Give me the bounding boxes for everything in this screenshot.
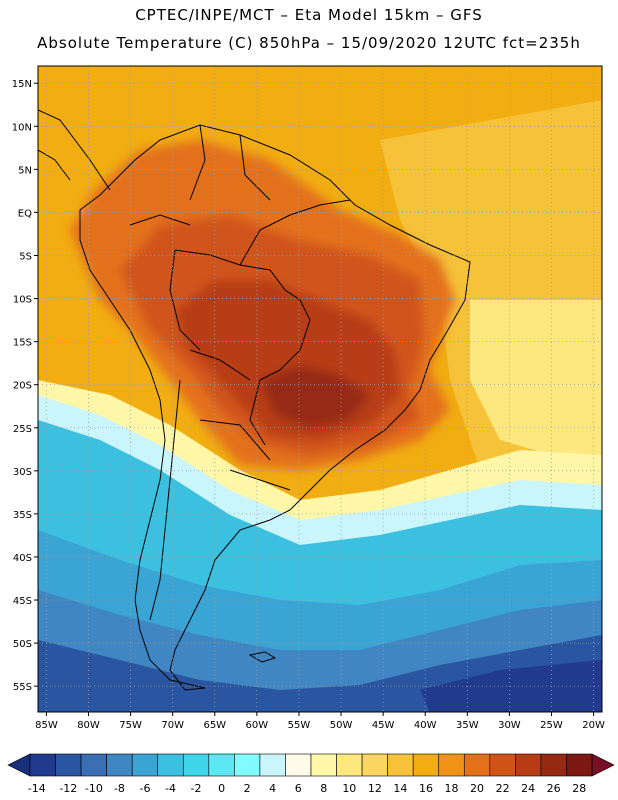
colorbar-label: -10	[85, 782, 103, 795]
colorbar-label: 14	[393, 782, 407, 795]
colorbar-over-arrow	[591, 753, 615, 777]
colorbar-label: -14	[28, 782, 46, 795]
tick-label-lat: 55S	[13, 682, 32, 693]
colorbar-swatch	[438, 753, 465, 777]
tick-label-lon: 50W	[330, 720, 353, 731]
colorbar-swatch	[80, 753, 107, 777]
latitude-axis: 15N 10N 5N EQ 5S 10S 15S 20S 25S 30S 35S 40S 45S 50S 5…	[12, 79, 38, 693]
tick-label-lon: 55W	[288, 720, 311, 731]
colorbar-label: -8	[114, 782, 125, 795]
tick-label-lon: 25W	[540, 720, 563, 731]
colorbar-swatch	[208, 753, 235, 777]
colorbar-swatch	[182, 753, 210, 777]
tick-label-lat: 30S	[13, 467, 32, 478]
colorbar-swatch	[310, 753, 337, 777]
tick-label-lon: 40W	[414, 720, 437, 731]
colorbar: -14 -12 -10 -8 -6 -4 -2 0 2 4 6 8 10 12 14 16 18 20 22 24 26…	[7, 753, 615, 795]
coastlines	[38, 109, 471, 691]
colorbar-label: 12	[368, 782, 382, 795]
colorbar-label: 26	[547, 782, 561, 795]
tick-label-lon: 45W	[372, 720, 395, 731]
map-frame	[37, 65, 603, 713]
colorbar-swatch	[285, 753, 312, 777]
colorbar-label: -6	[139, 782, 150, 795]
country-borders	[129, 124, 291, 621]
tick-label-lon: 70W	[161, 720, 184, 731]
band-deep	[420, 660, 602, 712]
tick-label-lat: 5N	[18, 165, 32, 176]
colorbar-label: 6	[295, 782, 302, 795]
colorbar-swatch	[412, 753, 440, 777]
temperature-field	[38, 66, 602, 712]
central-america-coastline	[38, 109, 111, 191]
colorbar-label: -12	[59, 782, 77, 795]
tick-label-lon: 30W	[498, 720, 521, 731]
colorbar-swatch	[515, 753, 542, 777]
colorbar-label: 4	[269, 782, 276, 795]
falkland-islands	[248, 651, 277, 663]
colorbar-label: 18	[445, 782, 459, 795]
colorbar-label: 2	[244, 782, 251, 795]
colorbar-label: -4	[165, 782, 176, 795]
colorbar-swatch	[131, 753, 159, 777]
tick-label-lat: 15N	[12, 79, 32, 90]
chart-subtitle: Absolute Temperature (C) 850hPa – 15/09/…	[37, 34, 581, 52]
tick-label-lon: 85W	[35, 720, 58, 731]
colorbar-label: 22	[496, 782, 510, 795]
colorbar-swatch	[234, 753, 261, 777]
tick-label-lat: 10N	[12, 122, 32, 133]
tick-label-lat: 5S	[19, 251, 32, 262]
tick-label-lon: 65W	[203, 720, 226, 731]
colorbar-label: -2	[191, 782, 202, 795]
colorbar-swatch	[463, 753, 491, 777]
tick-label-lat: 35S	[13, 510, 32, 521]
band-east-atlantic-warm	[470, 300, 602, 470]
colorbar-swatch	[29, 753, 56, 777]
chart-title: CPTEC/INPE/MCT – Eta Model 15km – GFS	[135, 6, 483, 24]
colorbar-swatch	[387, 753, 414, 777]
colorbar-label: 0	[218, 782, 225, 795]
tick-label-lon: 60W	[246, 720, 269, 731]
tick-label-lat: 45S	[13, 596, 32, 607]
colorbar-label: 20	[470, 782, 484, 795]
tick-label-lon: 80W	[77, 720, 100, 731]
colorbar-swatch	[157, 753, 184, 777]
colorbar-under-arrow	[7, 753, 31, 777]
south-america-coastline	[79, 124, 471, 691]
colorbar-swatch	[55, 753, 82, 777]
colorbar-swatch	[361, 753, 388, 777]
band-hot-spot	[260, 365, 370, 428]
tick-label-lat: 10S	[13, 295, 32, 306]
colorbar-label: 16	[419, 782, 433, 795]
colorbar-swatch	[336, 753, 363, 777]
tick-label-lat: 25S	[13, 424, 32, 435]
tick-label-lat: 15S	[13, 338, 32, 349]
tick-label-lon: 75W	[119, 720, 142, 731]
colorbar-label: 8	[320, 782, 327, 795]
colorbar-label: 24	[521, 782, 535, 795]
colorbar-swatch	[106, 753, 133, 777]
tick-label-lat: 20S	[13, 381, 32, 392]
colorbar-label: 10	[342, 782, 356, 795]
colorbar-swatch	[489, 753, 516, 777]
colorbar-label: 28	[572, 782, 586, 795]
colorbar-swatch	[259, 753, 286, 777]
colorbar-swatch	[566, 753, 593, 777]
tick-label-lon: 20W	[582, 720, 605, 731]
tick-label-lat: EQ	[18, 208, 32, 219]
tick-label-lon: 35W	[456, 720, 479, 731]
longitude-axis: 85W 80W 75W 70W 65W 60W 55W 50W 45W 40W 35W 30W 25W 2…	[35, 712, 605, 731]
colorbar-swatch	[540, 753, 567, 777]
tick-label-lat: 40S	[13, 553, 32, 564]
tick-label-lat: 50S	[13, 639, 32, 650]
